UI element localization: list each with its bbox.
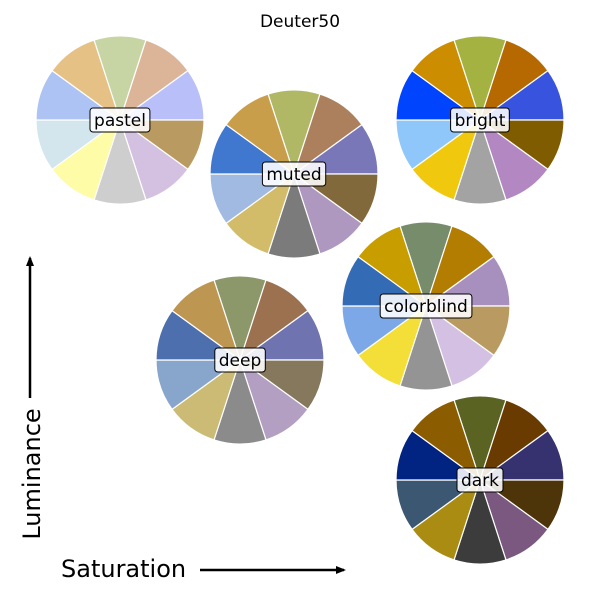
palette-swatch [411, 399, 482, 482]
palette-label-dark: dark [461, 471, 499, 491]
palette-label-box [379, 293, 473, 319]
palette-label-pastel: pastel [94, 111, 146, 131]
palette-label-muted: muted [266, 165, 321, 185]
saturation-axis-label: Saturation [61, 555, 186, 583]
diagram-title: Deuter50 [260, 12, 340, 32]
palette-label-bright: bright [455, 111, 506, 131]
palette-wheel-pastel: pastel [35, 35, 205, 205]
palette-wheels: pastel muted bright colorblind deep dark [35, 35, 565, 565]
palette-label-box [89, 107, 151, 133]
palette-label-deep: deep [219, 351, 262, 371]
palette-label-box [261, 161, 327, 187]
palette-wheel-bright: bright [395, 35, 565, 205]
palette-wheel-dark: dark [395, 395, 565, 565]
luminance-axis-label: Luminance [18, 408, 46, 539]
palette-swatch [225, 93, 296, 176]
palette-label-box [450, 107, 510, 133]
palette-label-colorblind: colorblind [384, 297, 468, 317]
palette-wheel-colorblind: colorblind [341, 221, 511, 391]
palette-wheel-muted: muted [209, 89, 379, 259]
palette-swatch [171, 279, 242, 362]
palette-wheel-deep: deep [155, 275, 325, 445]
palette-label-box [456, 467, 504, 493]
palette-swatch [411, 39, 482, 122]
palette-label-box [214, 347, 266, 373]
palette-swatch [357, 225, 428, 308]
palette-swatch [51, 39, 122, 122]
